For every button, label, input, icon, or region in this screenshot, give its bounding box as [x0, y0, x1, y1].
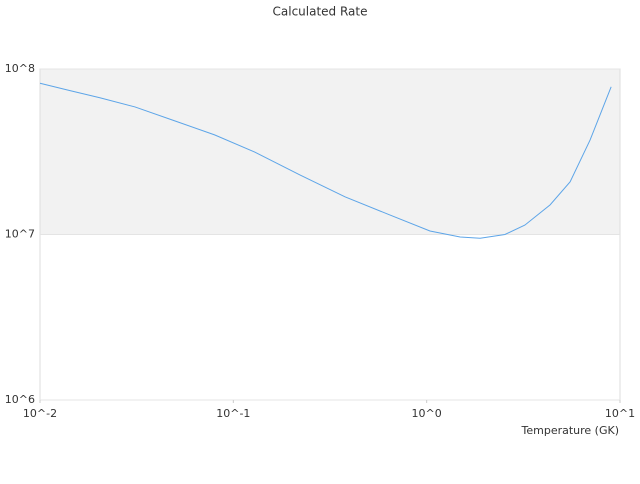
x-axis-label: Temperature (GK) — [521, 424, 620, 437]
x-tick-label: 10^-1 — [216, 407, 250, 420]
y-tick-label: 10^6 — [5, 393, 35, 406]
x-tick-label: 10^1 — [605, 407, 635, 420]
grid-band — [40, 69, 620, 235]
x-tick-label: 10^0 — [412, 407, 442, 420]
data-line — [39, 82, 612, 239]
x-tick-label: 10^-2 — [23, 407, 57, 420]
chart-title: Calculated Rate — [273, 5, 368, 19]
y-tick-label: 10^8 — [5, 62, 35, 75]
y-tick-label: 10^7 — [5, 228, 35, 241]
